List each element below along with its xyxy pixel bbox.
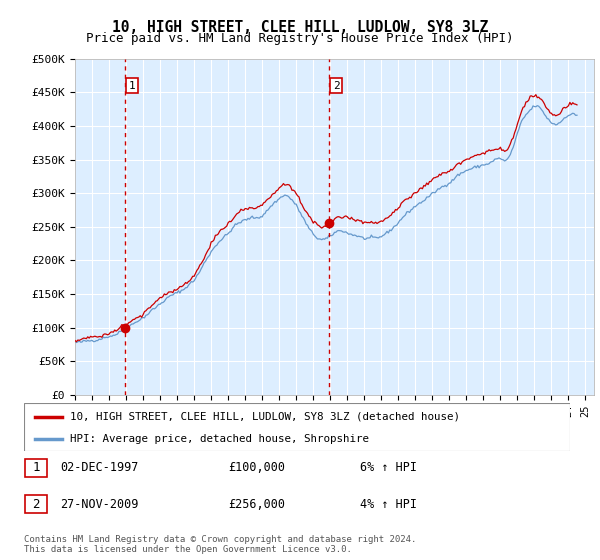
Text: 6% ↑ HPI: 6% ↑ HPI (360, 461, 417, 474)
Text: 2: 2 (32, 497, 40, 511)
Text: 2: 2 (333, 81, 340, 91)
Text: HPI: Average price, detached house, Shropshire: HPI: Average price, detached house, Shro… (70, 434, 370, 444)
Text: Contains HM Land Registry data © Crown copyright and database right 2024.
This d: Contains HM Land Registry data © Crown c… (24, 535, 416, 554)
Text: 1: 1 (32, 461, 40, 474)
Text: Price paid vs. HM Land Registry's House Price Index (HPI): Price paid vs. HM Land Registry's House … (86, 32, 514, 45)
Text: 02-DEC-1997: 02-DEC-1997 (60, 461, 139, 474)
Text: £256,000: £256,000 (228, 497, 285, 511)
Text: 27-NOV-2009: 27-NOV-2009 (60, 497, 139, 511)
Text: 1: 1 (129, 81, 136, 91)
Text: 4% ↑ HPI: 4% ↑ HPI (360, 497, 417, 511)
Text: 10, HIGH STREET, CLEE HILL, LUDLOW, SY8 3LZ: 10, HIGH STREET, CLEE HILL, LUDLOW, SY8 … (112, 20, 488, 35)
Text: £100,000: £100,000 (228, 461, 285, 474)
Text: 10, HIGH STREET, CLEE HILL, LUDLOW, SY8 3LZ (detached house): 10, HIGH STREET, CLEE HILL, LUDLOW, SY8 … (70, 412, 460, 422)
